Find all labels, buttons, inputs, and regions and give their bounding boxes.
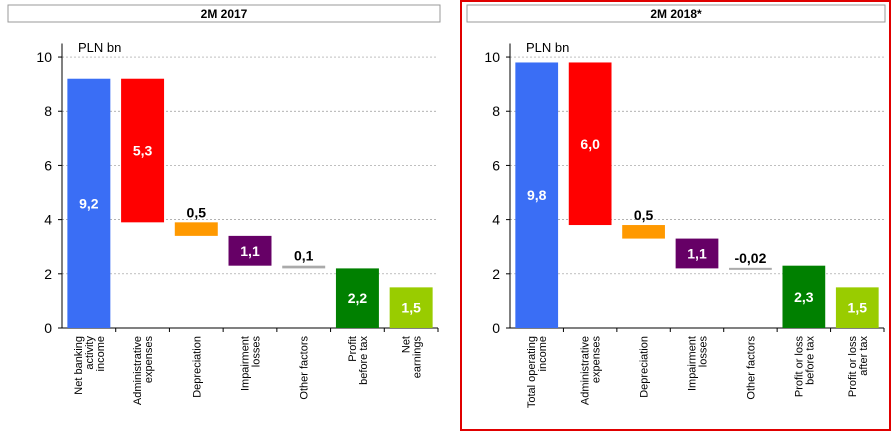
bar bbox=[67, 78, 111, 328]
data-label: 2,2 bbox=[348, 290, 368, 306]
x-tick-label: Profit or loss bbox=[793, 336, 805, 398]
y-tick-label: 2 bbox=[44, 266, 52, 282]
category-label: Profit or loss before tax bbox=[793, 336, 816, 398]
x-tick-label: earnings bbox=[412, 336, 424, 379]
bar bbox=[568, 62, 612, 226]
y-tick-label: 8 bbox=[44, 103, 52, 119]
x-tick-label: Administrative bbox=[132, 336, 144, 405]
category-label: Net earnings bbox=[401, 336, 424, 379]
x-tick-label: Impairment bbox=[240, 336, 252, 391]
x-tick-label: income bbox=[537, 336, 549, 371]
category-label: Administrative expenses bbox=[132, 336, 155, 406]
bar bbox=[675, 238, 719, 269]
y-tick-label: 2 bbox=[492, 266, 500, 282]
category-label: Profit or loss after tax bbox=[847, 336, 870, 398]
highlight-frame bbox=[460, 0, 891, 431]
x-tick-label: Other factors bbox=[299, 336, 311, 400]
category-label: Impairment losses bbox=[687, 336, 710, 392]
category-label: Depreciation bbox=[191, 336, 203, 398]
x-tick-label: activity bbox=[84, 336, 96, 370]
data-label: 1,1 bbox=[240, 243, 260, 259]
data-label: 9,8 bbox=[527, 187, 547, 203]
y-tick-label: 4 bbox=[492, 212, 500, 228]
x-tick-label: Net bbox=[401, 336, 413, 353]
x-tick-label: Administrative bbox=[580, 336, 592, 405]
unit-label: PLN bn bbox=[78, 40, 121, 55]
data-label: 1,1 bbox=[687, 245, 707, 261]
panel-header bbox=[466, 4, 886, 23]
y-tick-label: 4 bbox=[44, 212, 52, 228]
bar bbox=[782, 265, 826, 328]
x-tick-label: losses bbox=[251, 336, 263, 368]
x-tick-label: Net banking bbox=[73, 336, 85, 395]
data-label: 6,0 bbox=[580, 136, 600, 152]
category-label: Net banking activity income bbox=[73, 336, 107, 395]
x-tick-label: losses bbox=[698, 336, 710, 368]
category-label: Profit before tax bbox=[347, 336, 370, 385]
bar bbox=[622, 225, 665, 239]
panel-header bbox=[7, 4, 441, 23]
y-tick-label: 0 bbox=[44, 320, 52, 336]
data-label: 1,5 bbox=[401, 300, 421, 316]
category-label: Impairment losses bbox=[240, 336, 263, 392]
bar bbox=[335, 268, 379, 328]
x-tick-label: Profit bbox=[347, 336, 359, 362]
bar bbox=[835, 287, 879, 328]
y-tick-label: 8 bbox=[492, 103, 500, 119]
x-tick-label: expenses bbox=[143, 336, 155, 384]
bar bbox=[121, 78, 165, 223]
category-label: Administrative expenses bbox=[580, 336, 603, 406]
unit-label: PLN bn bbox=[526, 40, 569, 55]
data-label: -0,02 bbox=[734, 250, 766, 266]
bar bbox=[228, 235, 272, 266]
x-tick-label: before tax bbox=[804, 336, 816, 385]
panel-title: 2M 2017 bbox=[201, 7, 248, 21]
x-tick-label: Total operating bbox=[526, 336, 538, 408]
data-label: 0,5 bbox=[634, 207, 654, 223]
x-tick-label: before tax bbox=[358, 336, 370, 385]
data-label: 0,5 bbox=[187, 204, 207, 220]
bar bbox=[515, 62, 559, 328]
x-tick-label: Profit or loss bbox=[847, 336, 859, 398]
x-tick-label: Depreciation bbox=[191, 336, 203, 398]
y-tick-label: 10 bbox=[484, 49, 500, 65]
category-label: Depreciation bbox=[639, 336, 651, 398]
panel-title: 2M 2018* bbox=[650, 7, 702, 21]
bar bbox=[729, 267, 772, 270]
data-label: 0,1 bbox=[294, 248, 314, 264]
y-tick-label: 6 bbox=[44, 157, 52, 173]
x-tick-label: Impairment bbox=[687, 336, 699, 391]
data-label: 9,2 bbox=[79, 195, 99, 211]
y-tick-label: 10 bbox=[36, 49, 52, 65]
category-label: Other factors bbox=[745, 336, 757, 400]
bar bbox=[174, 222, 218, 236]
x-tick-label: Other factors bbox=[745, 336, 757, 400]
category-label: Total operating income bbox=[526, 336, 549, 408]
bar bbox=[389, 287, 433, 328]
category-label: Other factors bbox=[299, 336, 311, 400]
data-label: 1,5 bbox=[848, 300, 868, 316]
x-tick-label: Depreciation bbox=[639, 336, 651, 398]
y-tick-label: 0 bbox=[492, 320, 500, 336]
y-tick-label: 6 bbox=[492, 157, 500, 173]
bar bbox=[282, 265, 326, 269]
data-label: 2,3 bbox=[794, 289, 814, 305]
x-tick-label: expenses bbox=[591, 336, 603, 384]
x-tick-label: income bbox=[95, 336, 107, 371]
data-label: 5,3 bbox=[133, 143, 153, 159]
x-tick-label: after tax bbox=[858, 336, 870, 376]
